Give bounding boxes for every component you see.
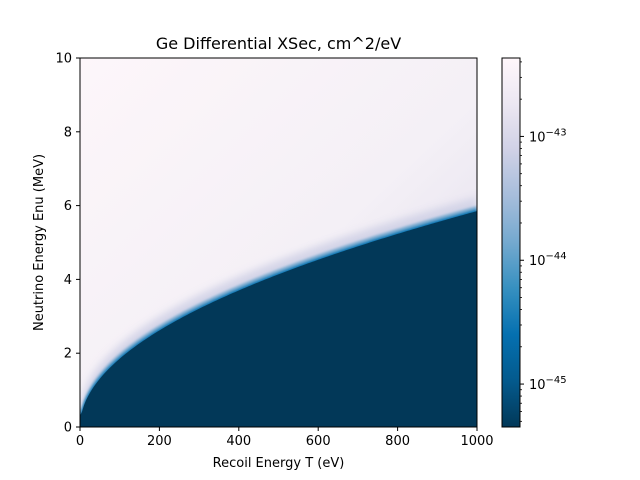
y-tick-label: 0 bbox=[64, 421, 72, 436]
x-tick-label: 800 bbox=[385, 434, 410, 449]
x-tick-label: 600 bbox=[306, 434, 331, 449]
colorbar-ticks: 10−43 10−44 10−45 bbox=[520, 61, 567, 422]
x-tick-label: 0 bbox=[76, 434, 84, 449]
x-tick-label: 1000 bbox=[460, 434, 493, 449]
plot-area bbox=[79, 57, 478, 428]
colorbar bbox=[501, 57, 521, 428]
colorbar-gradient bbox=[502, 58, 520, 427]
y-tick-label: 10 bbox=[55, 52, 72, 67]
x-axis-label: Recoil Energy T (eV) bbox=[213, 456, 345, 471]
y-tick-label: 2 bbox=[64, 347, 72, 362]
y-tick-label: 8 bbox=[64, 125, 72, 140]
colorbar-tick-label: 10−44 bbox=[529, 251, 567, 269]
x-tick-label: 400 bbox=[226, 434, 251, 449]
y-tick-label: 6 bbox=[64, 199, 72, 214]
y-tick-label: 4 bbox=[64, 273, 72, 288]
y-axis-label: Neutrino Energy Enu (MeV) bbox=[32, 154, 47, 331]
kinematic-forbidden-region bbox=[80, 211, 477, 427]
colorbar-frame bbox=[501, 57, 521, 428]
plot-frame bbox=[79, 57, 478, 428]
x-tick-label: 200 bbox=[147, 434, 172, 449]
chart-title: Ge Differential XSec, cm^2/eV bbox=[156, 34, 401, 53]
colorbar-tick-label: 10−43 bbox=[529, 127, 567, 145]
y-axis-ticks: 0 2 4 6 8 10 bbox=[55, 52, 80, 436]
colorbar-tick-label: 10−45 bbox=[529, 375, 567, 393]
x-axis-ticks: 0 200 400 600 800 1000 bbox=[76, 427, 494, 449]
